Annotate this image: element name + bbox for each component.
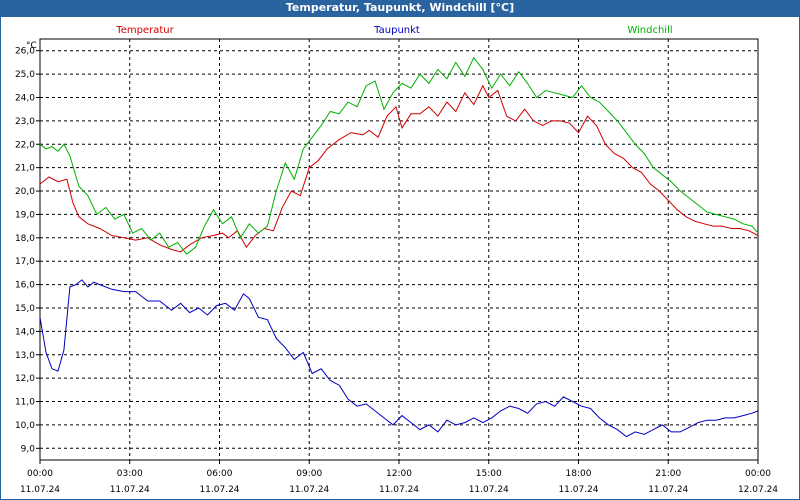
x-tick-date-label: 11.07.24 bbox=[469, 485, 509, 495]
y-axis-ticks: 9,0 10,0 11,0 12,0 13,0 14,0 15,0 16,0 17,0 18,0 1… bbox=[15, 47, 40, 454]
y-axis-unit-label: °C bbox=[26, 41, 37, 51]
y-tick-label: 19,0 bbox=[15, 210, 35, 220]
y-tick-label: 9,0 bbox=[21, 444, 36, 454]
y-tick-label: 18,0 bbox=[15, 234, 35, 244]
x-tick-time-label: 03:00 bbox=[117, 469, 143, 479]
x-tick-time-label: 21:00 bbox=[655, 469, 681, 479]
x-axis-ticks: 00:00 11.07.24 03:00 11.07.24 06:00 11.07.24 0… bbox=[20, 460, 778, 495]
x-tick-date-label: 11.07.24 bbox=[648, 485, 688, 495]
x-tick-date-label: 11.07.24 bbox=[558, 485, 598, 495]
x-tick-time-label: 12:00 bbox=[386, 469, 412, 479]
legend-item-temperatur: Temperatur bbox=[115, 25, 174, 36]
y-tick-label: 24,0 bbox=[15, 93, 35, 103]
y-tick-label: 21,0 bbox=[15, 164, 35, 174]
y-tick-label: 14,0 bbox=[15, 327, 35, 337]
x-tick-date-label: 12.07.24 bbox=[738, 485, 778, 495]
x-tick-time-label: 09:00 bbox=[296, 469, 322, 479]
y-tick-label: 22,0 bbox=[15, 140, 35, 150]
x-tick-time-label: 00:00 bbox=[745, 469, 771, 479]
x-tick-date-label: 11.07.24 bbox=[289, 485, 329, 495]
x-tick-time-label: 18:00 bbox=[566, 469, 592, 479]
x-tick-date-label: 11.07.24 bbox=[199, 485, 239, 495]
legend-item-taupunkt: Taupunkt bbox=[373, 25, 420, 36]
series-line-temperatur bbox=[39, 84, 759, 253]
y-tick-label: 17,0 bbox=[15, 257, 35, 267]
series-lines bbox=[39, 56, 759, 438]
y-tick-label: 16,0 bbox=[15, 281, 35, 291]
x-tick-date-label: 11.07.24 bbox=[20, 485, 60, 495]
legend-item-windchill: Windchill bbox=[627, 25, 672, 36]
x-tick-time-label: 00:00 bbox=[27, 469, 53, 479]
x-tick-date-label: 11.07.24 bbox=[110, 485, 150, 495]
y-tick-label: 15,0 bbox=[15, 304, 35, 314]
y-tick-label: 12,0 bbox=[15, 374, 35, 384]
y-tick-label: 26,0 bbox=[15, 47, 35, 57]
series-line-windchill bbox=[39, 56, 759, 255]
y-tick-label: 20,0 bbox=[15, 187, 35, 197]
y-tick-label: 10,0 bbox=[15, 421, 35, 431]
series-line-taupunkt bbox=[39, 279, 759, 438]
x-tick-time-label: 15:00 bbox=[476, 469, 502, 479]
legend: Temperatur Taupunkt Windchill bbox=[115, 25, 672, 36]
chart-title: Temperatur, Taupunkt, Windchill [°C] bbox=[0, 0, 800, 16]
y-tick-label: 23,0 bbox=[15, 117, 35, 127]
y-tick-label: 11,0 bbox=[15, 398, 35, 408]
y-tick-label: 13,0 bbox=[15, 351, 35, 361]
x-tick-time-label: 06:00 bbox=[207, 469, 233, 479]
x-tick-date-label: 11.07.24 bbox=[379, 485, 419, 495]
y-tick-label: 25,0 bbox=[15, 70, 35, 80]
grid-lines bbox=[40, 39, 758, 460]
